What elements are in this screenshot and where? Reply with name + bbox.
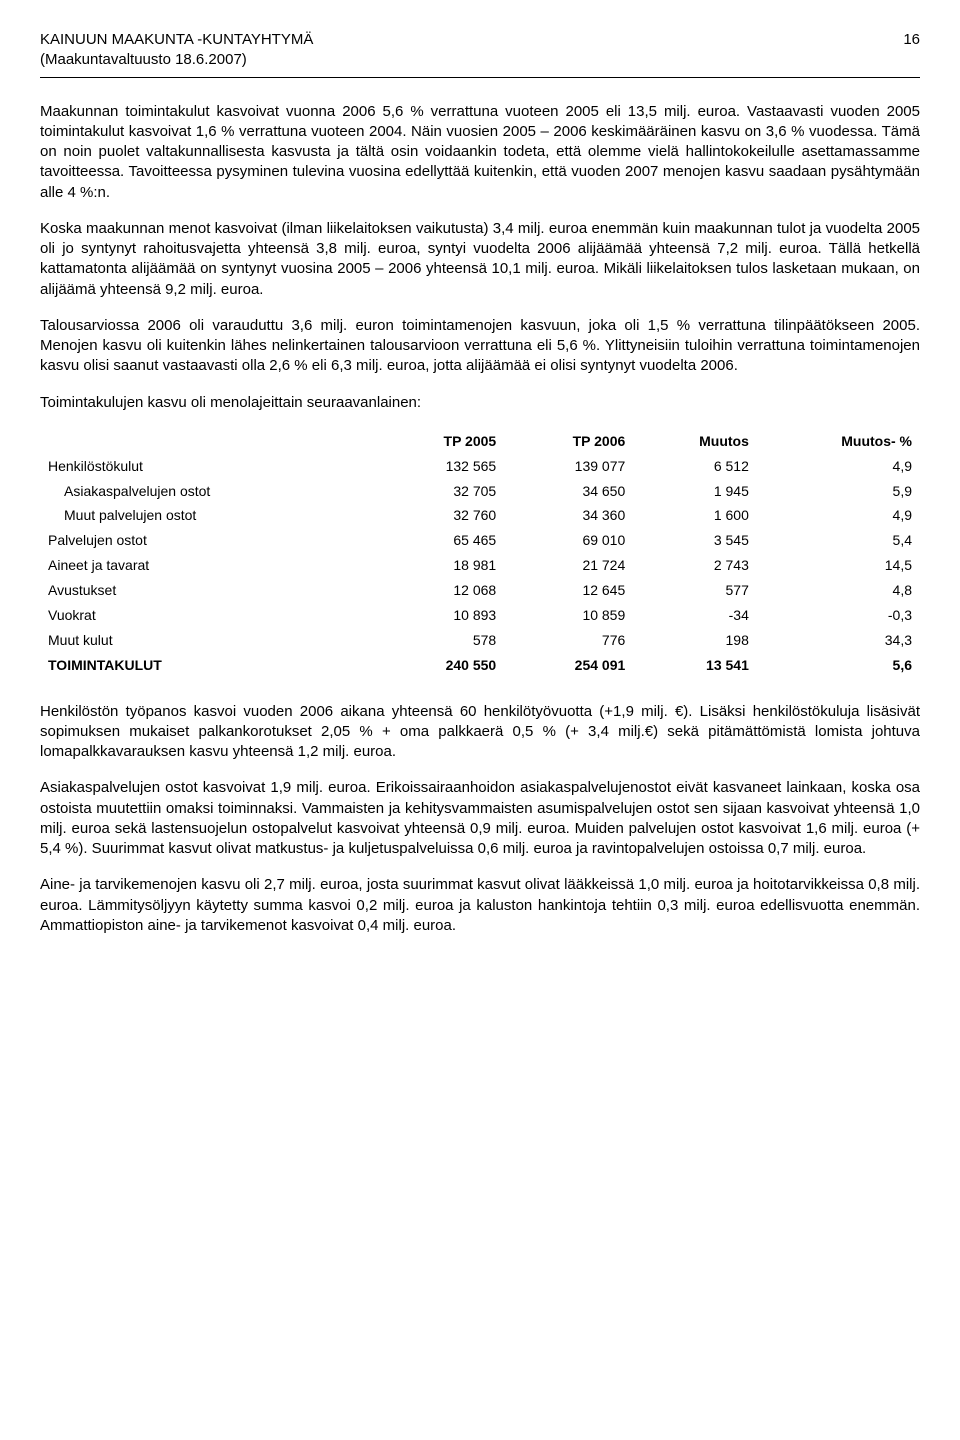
col-header: Muutos- % — [757, 429, 920, 454]
cell: 254 091 — [504, 653, 633, 678]
body-paragraph: Henkilöstön työpanos kasvoi vuoden 2006 … — [40, 702, 920, 763]
col-header — [40, 429, 375, 454]
cell: 65 465 — [375, 528, 504, 553]
row-label: TOIMINTAKULUT — [40, 653, 375, 678]
row-label: Asiakaspalvelujen ostot — [40, 479, 375, 504]
cell: 6 512 — [633, 454, 757, 479]
cell: 10 859 — [504, 603, 633, 628]
cell: 132 565 — [375, 454, 504, 479]
cell: 12 068 — [375, 578, 504, 603]
cell: 34 360 — [504, 503, 633, 528]
header-sub: (Maakuntavaltuusto 18.6.2007) — [40, 50, 920, 70]
row-label: Aineet ja tavarat — [40, 553, 375, 578]
cell: 21 724 — [504, 553, 633, 578]
cell: 578 — [375, 628, 504, 653]
expense-table: TP 2005 TP 2006 Muutos Muutos- % Henkilö… — [40, 429, 920, 678]
cell: 34,3 — [757, 628, 920, 653]
cell: 4,8 — [757, 578, 920, 603]
table-row: Aineet ja tavarat18 98121 7242 74314,5 — [40, 553, 920, 578]
col-header: Muutos — [633, 429, 757, 454]
table-row: TOIMINTAKULUT240 550254 09113 5415,6 — [40, 653, 920, 678]
table-row: Palvelujen ostot65 46569 0103 5455,4 — [40, 528, 920, 553]
row-label: Muut kulut — [40, 628, 375, 653]
row-label: Avustukset — [40, 578, 375, 603]
cell: 776 — [504, 628, 633, 653]
body-paragraph: Talousarviossa 2006 oli varauduttu 3,6 m… — [40, 316, 920, 377]
cell: 5,4 — [757, 528, 920, 553]
table-row: Muut kulut57877619834,3 — [40, 628, 920, 653]
cell: 4,9 — [757, 454, 920, 479]
cell: 69 010 — [504, 528, 633, 553]
cell: -34 — [633, 603, 757, 628]
row-label: Vuokrat — [40, 603, 375, 628]
cell: 4,9 — [757, 503, 920, 528]
org-name: KAINUUN MAAKUNTA -KUNTAYHTYMÄ — [40, 30, 313, 50]
body-paragraph: Koska maakunnan menot kasvoivat (ilman l… — [40, 219, 920, 300]
cell: 5,9 — [757, 479, 920, 504]
table-row: Avustukset12 06812 6455774,8 — [40, 578, 920, 603]
table-row: Vuokrat10 89310 859-34-0,3 — [40, 603, 920, 628]
cell: 1 945 — [633, 479, 757, 504]
cell: 1 600 — [633, 503, 757, 528]
body-paragraph: Aine- ja tarvikemenojen kasvu oli 2,7 mi… — [40, 875, 920, 936]
cell: 3 545 — [633, 528, 757, 553]
cell: 577 — [633, 578, 757, 603]
table-row: Muut palvelujen ostot32 76034 3601 6004,… — [40, 503, 920, 528]
col-header: TP 2006 — [504, 429, 633, 454]
cell: 34 650 — [504, 479, 633, 504]
body-paragraph: Asiakaspalvelujen ostot kasvoivat 1,9 mi… — [40, 778, 920, 859]
cell: 13 541 — [633, 653, 757, 678]
cell: 139 077 — [504, 454, 633, 479]
cell: 2 743 — [633, 553, 757, 578]
cell: 12 645 — [504, 578, 633, 603]
cell: 5,6 — [757, 653, 920, 678]
cell: 32 705 — [375, 479, 504, 504]
cell: -0,3 — [757, 603, 920, 628]
cell: 10 893 — [375, 603, 504, 628]
table-row: Henkilöstökulut132 565139 0776 5124,9 — [40, 454, 920, 479]
page-header: KAINUUN MAAKUNTA -KUNTAYHTYMÄ 16 — [40, 30, 920, 50]
cell: 32 760 — [375, 503, 504, 528]
col-header: TP 2005 — [375, 429, 504, 454]
row-label: Muut palvelujen ostot — [40, 503, 375, 528]
body-paragraph: Toimintakulujen kasvu oli menolajeittain… — [40, 393, 920, 413]
table-header-row: TP 2005 TP 2006 Muutos Muutos- % — [40, 429, 920, 454]
cell: 198 — [633, 628, 757, 653]
cell: 14,5 — [757, 553, 920, 578]
cell: 18 981 — [375, 553, 504, 578]
body-paragraph: Maakunnan toimintakulut kasvoivat vuonna… — [40, 102, 920, 203]
cell: 240 550 — [375, 653, 504, 678]
row-label: Henkilöstökulut — [40, 454, 375, 479]
table-row: Asiakaspalvelujen ostot32 70534 6501 945… — [40, 479, 920, 504]
row-label: Palvelujen ostot — [40, 528, 375, 553]
header-rule — [40, 77, 920, 78]
page-number: 16 — [903, 30, 920, 50]
